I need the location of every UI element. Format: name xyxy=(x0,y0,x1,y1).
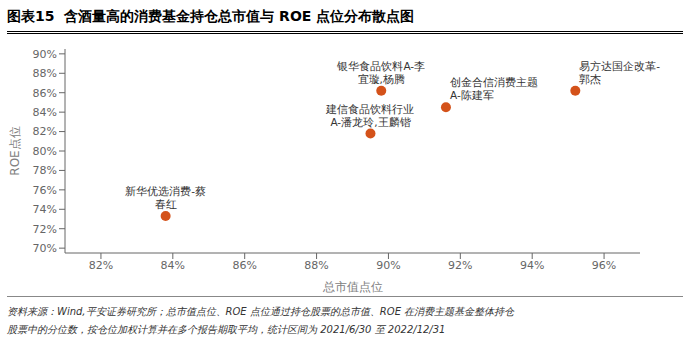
svg-text:新华优选消费-蔡春红: 新华优选消费-蔡春红 xyxy=(125,185,206,210)
svg-text:96%: 96% xyxy=(592,259,616,272)
svg-text:92%: 92% xyxy=(448,259,472,272)
svg-text:90%: 90% xyxy=(33,48,57,61)
svg-text:ROE点位: ROE点位 xyxy=(8,126,22,175)
svg-text:易方达国企改革-郭杰: 易方达国企改革-郭杰 xyxy=(579,60,660,85)
svg-text:74%: 74% xyxy=(33,203,57,216)
svg-text:80%: 80% xyxy=(33,145,57,158)
html-text:图表15 含酒量高的消费基金持仓总市值与 ROE 点位分布散: 图表15 含酒量高的消费基金持仓总市值与 ROE 点位分布散点图 xyxy=(7,8,415,24)
svg-text:84%: 84% xyxy=(33,106,57,119)
svg-text:建信食品饮料行业A-潘龙玲,王麟锴: 建信食品饮料行业A-潘龙玲,王麟锴 xyxy=(325,103,414,128)
svg-text:总市值点位: 总市值点位 xyxy=(322,280,383,294)
svg-text:86%: 86% xyxy=(33,87,57,100)
svg-text:84%: 84% xyxy=(161,259,185,272)
html-text:资料来源：Wind,平安证券研究所；总市值点位、ROE 点位: 资料来源：Wind,平安证券研究所；总市值点位、ROE 点位通过持仓股票的总市值… xyxy=(7,306,515,317)
svg-text:88%: 88% xyxy=(33,67,57,80)
svg-text:88%: 88% xyxy=(304,259,328,272)
svg-text:76%: 76% xyxy=(33,184,57,197)
svg-text:70%: 70% xyxy=(33,242,57,255)
svg-text:86%: 86% xyxy=(232,259,256,272)
html-text:股票中的分位数，按仓位加权计算并在多个报告期取平均，统计区间: 股票中的分位数，按仓位加权计算并在多个报告期取平均，统计区间为 2021/6/3… xyxy=(7,324,446,335)
svg-text:创金合信消费主题A-陈建军: 创金合信消费主题A-陈建军 xyxy=(450,76,538,101)
svg-text:72%: 72% xyxy=(33,223,57,236)
svg-text:82%: 82% xyxy=(89,259,113,272)
svg-text:90%: 90% xyxy=(376,259,400,272)
svg-text:78%: 78% xyxy=(33,164,57,177)
svg-text:82%: 82% xyxy=(33,125,57,138)
svg-text:银华食品饮料A-李宜璇,杨腾: 银华食品饮料A-李宜璇,杨腾 xyxy=(336,60,425,85)
svg-text:94%: 94% xyxy=(520,259,544,272)
